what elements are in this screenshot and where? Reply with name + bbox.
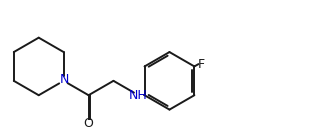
Text: N: N [60,73,69,86]
Text: NH: NH [129,89,148,102]
Text: O: O [84,117,93,130]
Text: F: F [197,58,204,71]
